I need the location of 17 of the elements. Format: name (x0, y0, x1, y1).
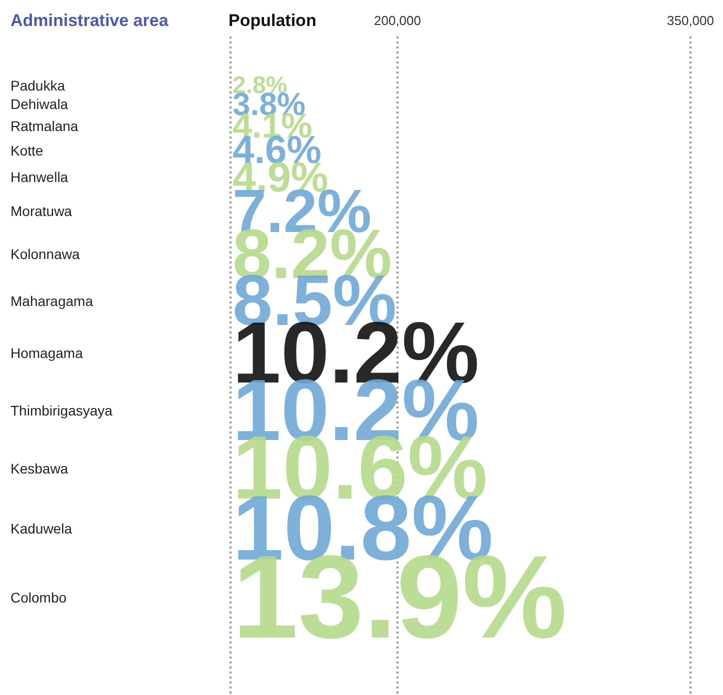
category-label: Kesbawa (10, 460, 68, 477)
text: 350,000 (667, 13, 714, 28)
category-label: Hanwella (10, 169, 68, 186)
category-label: Ratmalana (10, 118, 78, 134)
category-label: Dehiwala (10, 96, 68, 112)
text: Population (228, 11, 316, 30)
category-label: Maharagama (10, 292, 94, 309)
category-label: Padukka (10, 78, 66, 94)
text: 200,000 (374, 13, 422, 28)
category-label: Thimbirigasyaya (10, 402, 113, 418)
category-label: Homagama (10, 345, 84, 362)
category-label: Kotte (10, 142, 44, 158)
category-label: Moratuwa (10, 202, 72, 219)
category-label: Colombo (10, 590, 67, 606)
category-label: Kolonnawa (10, 246, 80, 262)
category-label: Kaduwela (10, 520, 72, 536)
text: Administrative area (10, 11, 169, 30)
